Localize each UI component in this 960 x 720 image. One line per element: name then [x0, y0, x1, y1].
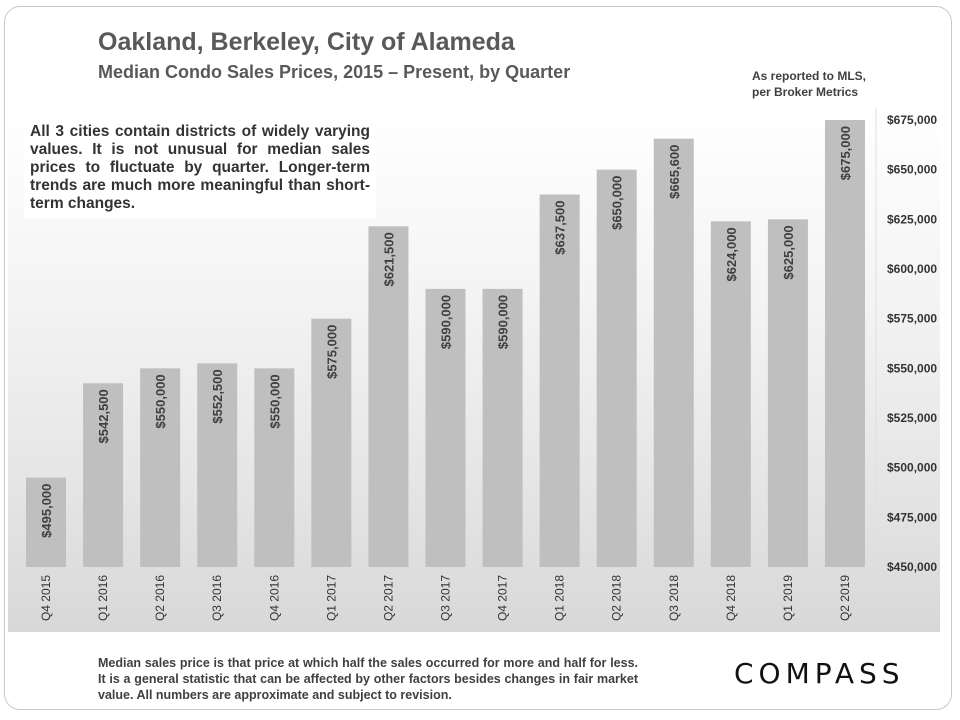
x-tick-label: Q4 2018	[724, 575, 738, 621]
x-tick-label: Q2 2018	[610, 575, 624, 621]
annotation-box: All 3 cities contain districts of widely…	[24, 119, 376, 219]
bar-data-label: $625,000	[781, 225, 796, 279]
bar	[710, 221, 751, 567]
compass-logo: COMPASS	[734, 657, 905, 690]
chart-subtitle: Median Condo Sales Prices, 2015 – Presen…	[98, 62, 571, 82]
bar-data-label: $624,000	[724, 227, 739, 281]
x-tick-label: Q4 2015	[39, 575, 53, 621]
y-tick-label: $550,000	[887, 361, 937, 375]
y-tick-label: $625,000	[887, 212, 937, 226]
bar	[140, 368, 181, 567]
source-line: per Broker Metrics	[752, 85, 859, 99]
x-tick-label: Q2 2017	[381, 575, 395, 621]
y-tick-label: $650,000	[887, 163, 937, 177]
bar	[197, 363, 238, 567]
bar-data-label: $550,000	[267, 374, 282, 428]
bar	[26, 477, 66, 567]
x-tick-label: Q1 2019	[781, 575, 795, 621]
bar-data-label: $650,000	[610, 176, 625, 230]
y-tick-label: $475,000	[887, 510, 937, 524]
bar-data-label: $495,000	[39, 484, 54, 538]
bar-data-label: $675,000	[838, 126, 853, 180]
bar	[254, 368, 295, 567]
x-tick-label: Q3 2018	[667, 575, 681, 621]
y-tick-label: $575,000	[887, 312, 937, 326]
bar	[425, 288, 466, 567]
footnote: Median sales price is that price at whic…	[98, 656, 638, 702]
bar	[824, 120, 865, 567]
bar-data-label: $590,000	[496, 295, 511, 349]
bar	[368, 226, 409, 567]
x-tick-label: Q1 2017	[324, 575, 338, 621]
x-tick-label: Q2 2019	[838, 575, 852, 621]
bar-data-label: $665,600	[667, 145, 682, 199]
source-note: As reported to MLS, per Broker Metrics	[752, 68, 866, 100]
x-tick-label: Q1 2018	[553, 575, 567, 621]
bar-data-label: $621,500	[381, 232, 396, 286]
x-tick-label: Q4 2016	[267, 575, 281, 621]
bar-data-label: $575,000	[324, 325, 339, 379]
bar	[653, 138, 694, 567]
x-tick-label: Q1 2016	[96, 575, 110, 621]
y-tick-label: $450,000	[887, 560, 937, 574]
chart-title: Oakland, Berkeley, City of Alameda	[98, 28, 515, 56]
y-tick-label: $675,000	[887, 113, 937, 127]
y-tick-label: $600,000	[887, 262, 937, 276]
bar-data-label: $552,500	[210, 369, 225, 423]
bar	[83, 383, 124, 567]
bar-data-label: $550,000	[153, 374, 168, 428]
bar-data-label: $542,500	[96, 389, 111, 443]
bar	[767, 219, 808, 568]
bar	[482, 288, 523, 567]
source-line: As reported to MLS,	[752, 69, 867, 83]
bar	[596, 169, 637, 567]
bar-data-label: $590,000	[438, 295, 453, 349]
x-tick-label: Q2 2016	[153, 575, 167, 621]
bar	[539, 194, 580, 567]
y-tick-label: $525,000	[887, 411, 937, 425]
y-tick-label: $500,000	[887, 461, 937, 475]
bar-data-label: $637,500	[553, 201, 568, 255]
x-tick-label: Q3 2016	[210, 575, 224, 621]
x-tick-label: Q3 2017	[438, 575, 452, 621]
bar	[311, 318, 352, 567]
x-tick-label: Q4 2017	[496, 575, 510, 621]
